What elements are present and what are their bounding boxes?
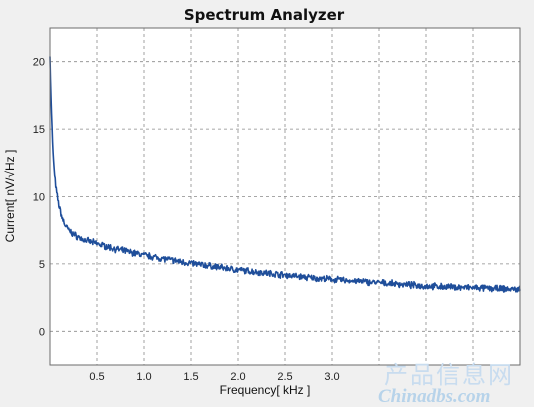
x-tick-labels: 0.5 1.0 1.5 2.0 2.5 3.0 [89, 371, 339, 383]
y-tick-label: 15 [33, 124, 45, 136]
x-axis-label: Frequency[ kHz ] [220, 383, 311, 397]
plot-frame [49, 27, 521, 366]
x-tick-label: 1.5 [183, 371, 198, 383]
chart-title: Spectrum Analyzer [184, 6, 345, 24]
series-layer [49, 56, 521, 293]
x-tick-label: 0.5 [89, 371, 104, 383]
y-tick-label: 20 [33, 57, 45, 69]
y-axis-label: Current[ nV/√Hz ] [3, 150, 17, 243]
y-tick-labels: 0 5 10 15 20 [33, 57, 45, 339]
series-line [49, 56, 521, 293]
x-tick-label: 2.5 [277, 371, 292, 383]
y-tick-label: 0 [39, 326, 45, 338]
x-tick-label: 3.0 [324, 371, 339, 383]
watermark-en: Chinadbs.com [378, 386, 490, 407]
y-tick-label: 5 [39, 259, 45, 271]
watermark-cn: 产品信息网 [384, 361, 514, 389]
x-tick-label: 2.0 [230, 371, 245, 383]
grid-layer [50, 28, 521, 365]
x-tick-label: 1.0 [136, 371, 151, 383]
y-tick-label: 10 [33, 192, 45, 204]
